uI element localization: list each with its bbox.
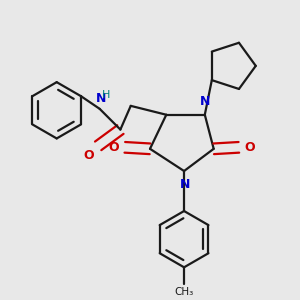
Text: O: O <box>109 141 119 154</box>
Text: CH₃: CH₃ <box>174 287 194 297</box>
Text: N: N <box>200 95 211 108</box>
Text: N: N <box>179 178 190 191</box>
Text: O: O <box>244 141 255 154</box>
Text: N: N <box>96 92 106 105</box>
Text: O: O <box>83 149 94 162</box>
Text: H: H <box>102 90 110 100</box>
